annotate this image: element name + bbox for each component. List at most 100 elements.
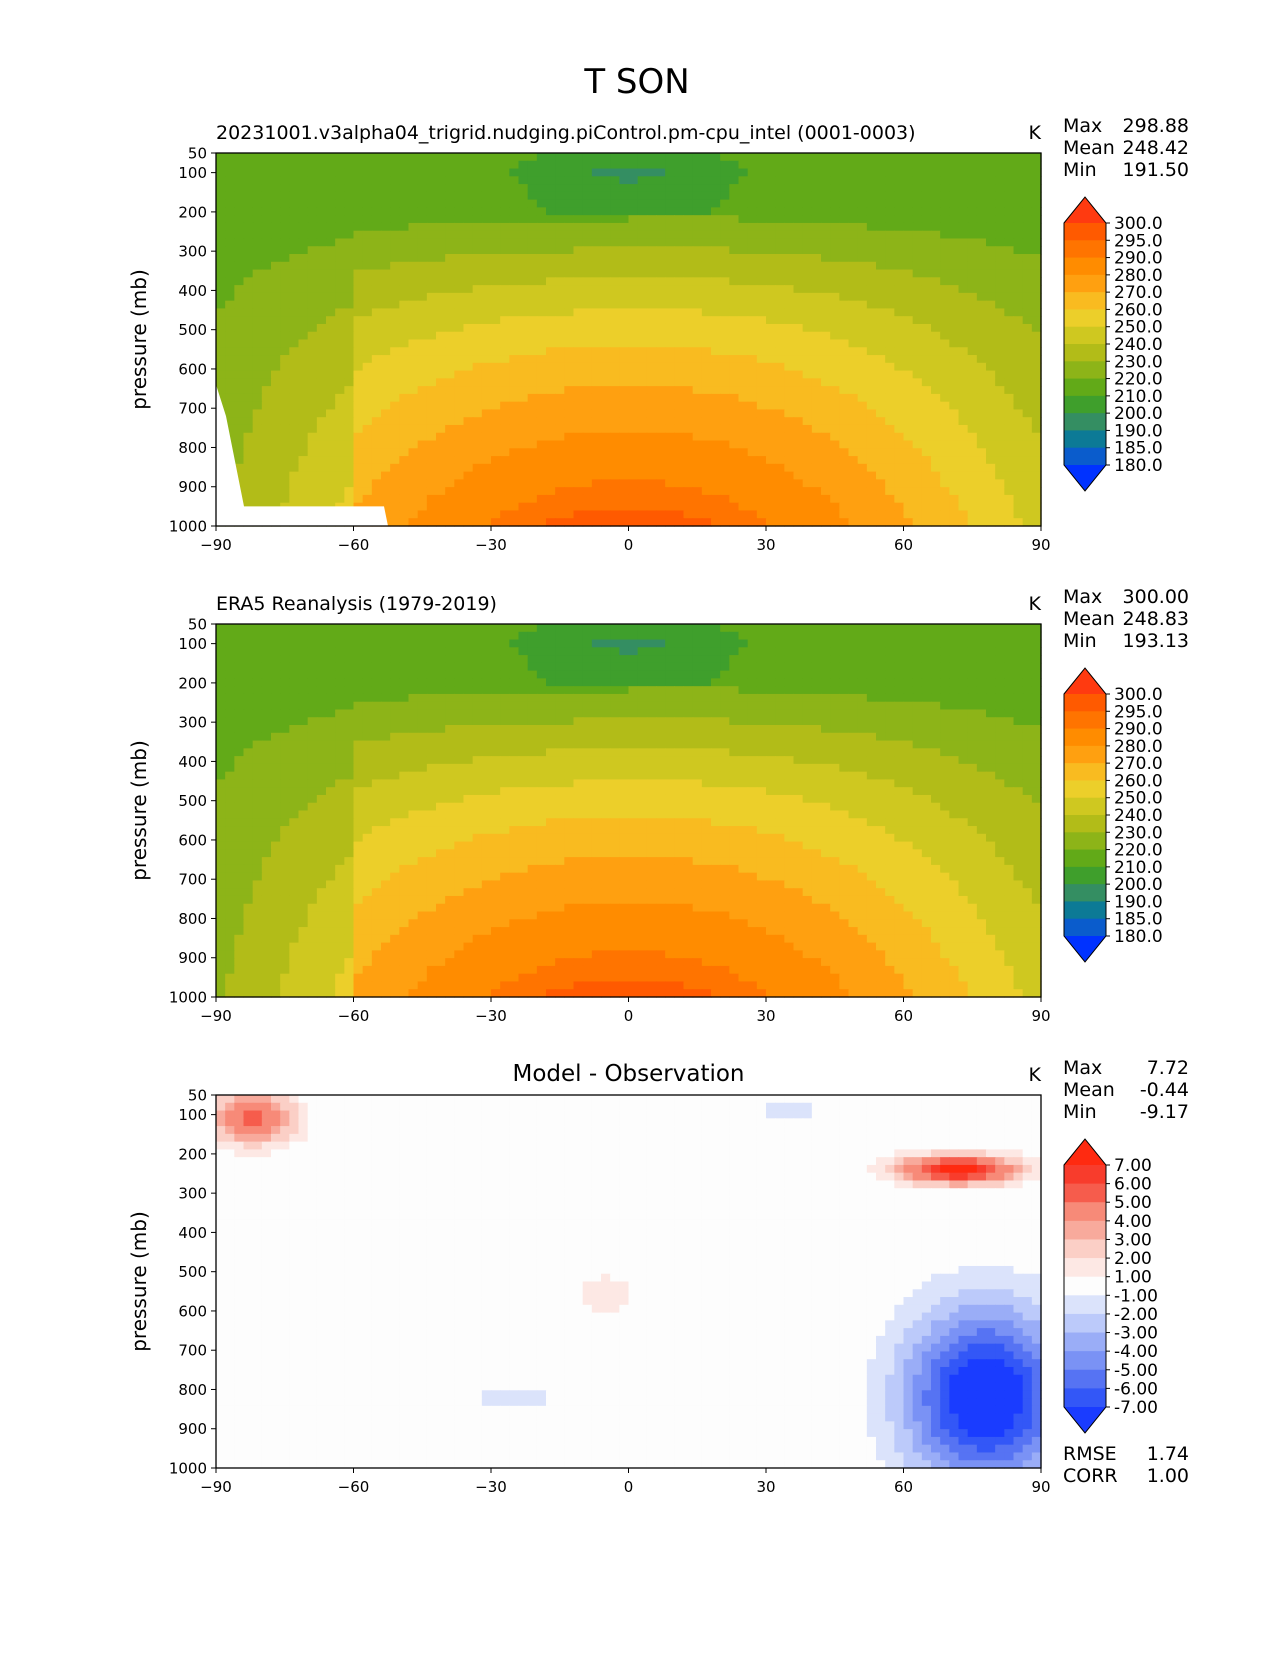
field-cell: [418, 386, 428, 394]
field-cell: [326, 215, 336, 223]
field-cell: [876, 215, 886, 223]
field-cell: [546, 340, 556, 348]
field-cell: [1032, 285, 1042, 293]
field-cell: [454, 464, 464, 472]
field-cell: [482, 363, 492, 371]
field-cell: [372, 254, 382, 262]
field-cell: [381, 433, 391, 441]
field-cell: [693, 479, 703, 487]
field-cell: [1023, 632, 1033, 640]
field-cell: [995, 655, 1005, 663]
field-cell: [500, 671, 510, 679]
field-cell: [968, 308, 978, 316]
field-cell: [720, 456, 730, 464]
field-cell: [821, 371, 831, 379]
field-cell: [1032, 169, 1042, 177]
field-cell: [867, 394, 877, 402]
field-cell: [271, 270, 281, 278]
field-cell: [335, 161, 345, 169]
field-cell: [381, 363, 391, 371]
field-cell: [289, 441, 299, 449]
field-cell: [390, 394, 400, 402]
field-cell: [931, 184, 941, 192]
field-cell: [436, 464, 446, 472]
field-cell: [775, 417, 785, 425]
field-cell: [519, 355, 529, 363]
field-cell: [234, 254, 244, 262]
field-cell: [821, 503, 831, 511]
field-cell: [702, 355, 712, 363]
field-cell: [904, 464, 914, 472]
field-cell: [821, 464, 831, 472]
field-cell: [326, 262, 336, 270]
field-cell: [867, 301, 877, 309]
field-cell: [418, 169, 428, 177]
field-cell: [876, 518, 886, 526]
field-cell: [629, 386, 639, 394]
field-cell: [482, 425, 492, 433]
field-cell: [583, 464, 593, 472]
y-tick-label: 300: [178, 243, 207, 261]
field-cell: [317, 308, 327, 316]
field-cell: [289, 184, 299, 192]
field-cell: [803, 153, 813, 161]
field-cell: [308, 378, 318, 386]
field-cell: [986, 386, 996, 394]
field-cell: [995, 624, 1005, 632]
field-cell: [959, 386, 969, 394]
field-cell: [885, 441, 895, 449]
field-cell: [647, 301, 657, 309]
field-cell: [418, 324, 428, 332]
field-cell: [253, 456, 263, 464]
field-cell: [794, 495, 804, 503]
y-tick-label: 900: [178, 478, 207, 496]
field-cell: [702, 215, 712, 223]
field-cell: [519, 456, 529, 464]
field-cell: [638, 386, 648, 394]
field-cell: [464, 402, 474, 410]
field-cell: [583, 340, 593, 348]
field-cell: [949, 441, 959, 449]
field-cell: [280, 223, 290, 231]
field-cell: [839, 647, 849, 655]
field-cell: [436, 655, 446, 663]
field-cell: [482, 647, 492, 655]
field-cell: [949, 479, 959, 487]
field-cell: [830, 402, 840, 410]
field-cell: [977, 340, 987, 348]
field-cell: [757, 332, 767, 340]
field-cell: [280, 355, 290, 363]
field-cell: [445, 518, 455, 526]
field-cell: [775, 340, 785, 348]
field-cell: [317, 316, 327, 324]
field-cell: [913, 456, 923, 464]
field-cell: [940, 308, 950, 316]
field-cell: [684, 161, 694, 169]
field-cell: [253, 184, 263, 192]
field-cell: [381, 425, 391, 433]
field-cell: [757, 433, 767, 441]
field-cell: [234, 223, 244, 231]
field-cell: [940, 332, 950, 340]
field-cell: [830, 394, 840, 402]
field-cell: [289, 363, 299, 371]
field-cell: [968, 270, 978, 278]
field-cell: [922, 169, 932, 177]
field-cell: [546, 671, 556, 679]
field-cell: [409, 487, 419, 495]
field-cell: [583, 262, 593, 270]
field-cell: [436, 192, 446, 200]
field-cell: [995, 647, 1005, 655]
field-cell: [253, 386, 263, 394]
field-cell: [839, 246, 849, 254]
field-cell: [317, 231, 327, 239]
field-cell: [729, 402, 739, 410]
field-cell: [262, 363, 272, 371]
field-cell: [913, 479, 923, 487]
x-tick-label: −60: [338, 536, 370, 554]
field-cell: [711, 495, 721, 503]
field-cell: [647, 169, 657, 177]
field-cell: [959, 632, 969, 640]
field-cell: [399, 632, 409, 640]
field-cell: [537, 200, 547, 208]
